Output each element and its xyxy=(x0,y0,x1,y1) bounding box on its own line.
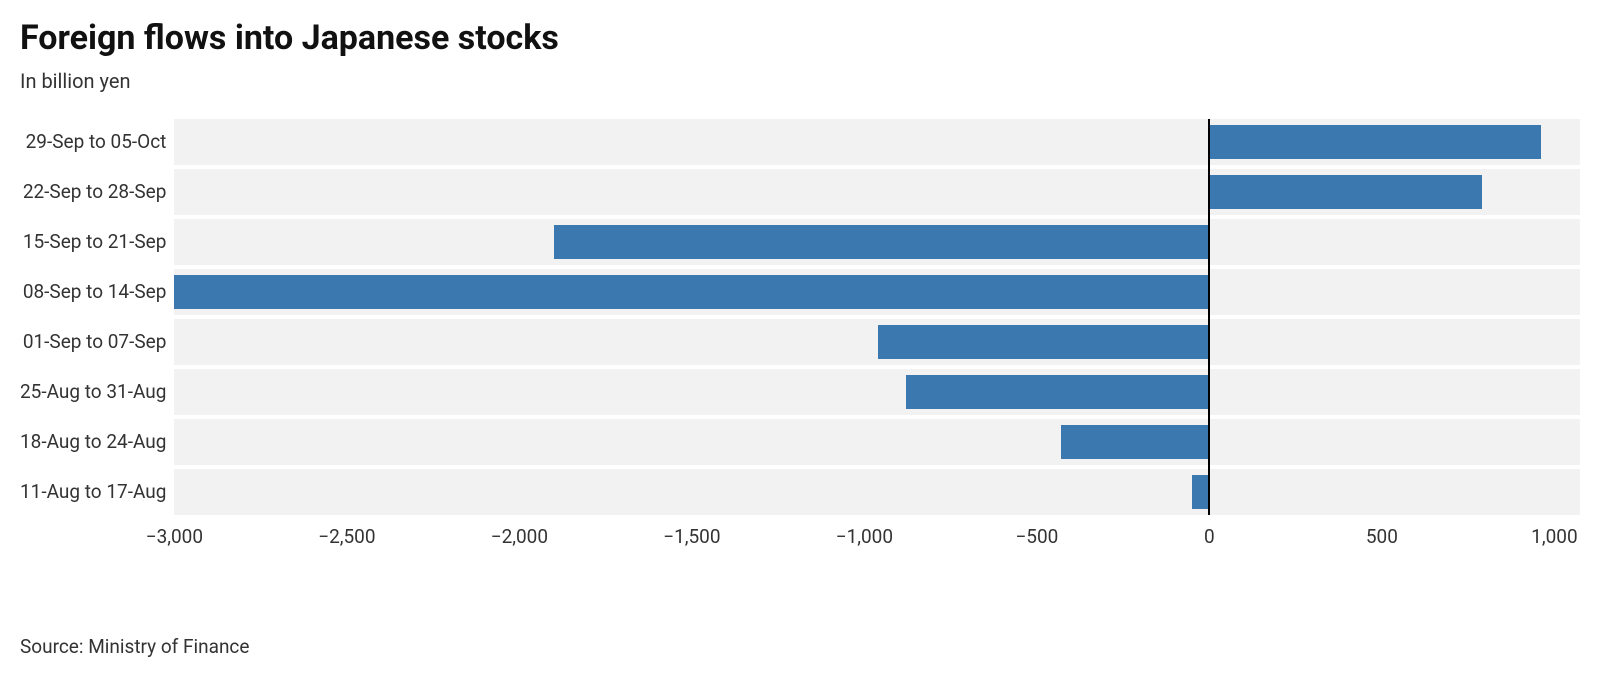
y-axis-labels: 29-Sep to 05-Oct22-Sep to 28-Sep15-Sep t… xyxy=(20,119,174,559)
y-axis-label: 15-Sep to 21-Sep xyxy=(20,219,166,265)
x-axis-tick: −500 xyxy=(1015,525,1058,548)
x-axis-tick: −1,500 xyxy=(663,525,720,548)
bar-row xyxy=(174,369,1580,415)
x-axis-tick: 0 xyxy=(1204,525,1215,548)
bar xyxy=(1209,125,1540,159)
source-note: Source: Ministry of Finance xyxy=(20,635,249,658)
y-axis-label: 29-Sep to 05-Oct xyxy=(20,119,166,165)
y-axis-label: 01-Sep to 07-Sep xyxy=(20,319,166,365)
x-axis-tick: −1,000 xyxy=(836,525,893,548)
bar-row xyxy=(174,269,1580,315)
x-axis-tick: −2,500 xyxy=(318,525,375,548)
bar-rows xyxy=(174,119,1580,519)
row-background xyxy=(174,469,1580,515)
row-background xyxy=(174,369,1580,415)
y-axis-label: 22-Sep to 28-Sep xyxy=(20,169,166,215)
bar xyxy=(554,225,1210,259)
x-axis-tick: −3,000 xyxy=(146,525,203,548)
y-axis-label: 18-Aug to 24-Aug xyxy=(20,419,166,465)
row-background xyxy=(174,419,1580,465)
x-axis-tick: −2,000 xyxy=(491,525,548,548)
plot-area: −3,000−2,500−2,000−1,500−1,000−50005001,… xyxy=(174,119,1580,559)
bar-row xyxy=(174,169,1580,215)
row-background xyxy=(174,319,1580,365)
chart: 29-Sep to 05-Oct22-Sep to 28-Sep15-Sep t… xyxy=(20,119,1580,559)
chart-title: Foreign flows into Japanese stocks xyxy=(20,18,1580,59)
zero-line xyxy=(1208,119,1210,515)
x-axis-tick: 1,000 xyxy=(1531,525,1577,548)
bar-row xyxy=(174,219,1580,265)
bar xyxy=(1061,425,1209,459)
bar xyxy=(906,375,1210,409)
bar xyxy=(174,275,1209,309)
bar-row xyxy=(174,319,1580,365)
bar-row xyxy=(174,119,1580,165)
bar-row xyxy=(174,419,1580,465)
x-axis-tick: 500 xyxy=(1366,525,1398,548)
y-axis-label: 11-Aug to 17-Aug xyxy=(20,469,166,515)
bar xyxy=(1192,475,1209,509)
y-axis-label: 08-Sep to 14-Sep xyxy=(20,269,166,315)
chart-subtitle: In billion yen xyxy=(20,69,1580,93)
y-axis-label: 25-Aug to 31-Aug xyxy=(20,369,166,415)
bar xyxy=(878,325,1209,359)
bar-row xyxy=(174,469,1580,515)
bar xyxy=(1209,175,1482,209)
